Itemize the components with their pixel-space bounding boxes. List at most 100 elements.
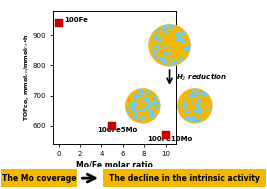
Point <box>143 97 148 100</box>
Point <box>193 92 197 95</box>
Text: 100Fe10Mo: 100Fe10Mo <box>147 136 193 143</box>
Point <box>168 53 172 56</box>
Point <box>141 92 145 95</box>
Point <box>134 97 138 100</box>
X-axis label: Mo/Fe molar ratio: Mo/Fe molar ratio <box>76 160 153 169</box>
Point <box>185 48 189 51</box>
Point <box>147 101 152 104</box>
Point <box>152 39 156 42</box>
Point <box>138 118 142 121</box>
Point <box>185 48 189 51</box>
Point <box>134 118 139 121</box>
Point <box>194 93 198 96</box>
Point <box>133 106 137 109</box>
Point <box>194 109 198 112</box>
Point <box>162 60 166 63</box>
Point <box>149 97 153 100</box>
Point <box>179 46 183 50</box>
Point <box>165 61 169 64</box>
Point <box>183 44 188 47</box>
Point <box>158 31 162 34</box>
Point <box>207 109 211 112</box>
Point <box>150 39 154 42</box>
Point <box>187 99 192 102</box>
Point <box>190 98 194 101</box>
Point <box>174 36 179 40</box>
Point <box>146 92 150 95</box>
Point <box>134 103 138 106</box>
Point <box>129 105 134 108</box>
Point <box>164 31 168 34</box>
Point <box>148 103 153 106</box>
Point <box>139 111 143 114</box>
Point <box>156 32 160 35</box>
Point <box>134 98 138 101</box>
Point <box>147 100 152 103</box>
Point <box>162 60 167 63</box>
Point <box>163 45 167 48</box>
Point <box>140 101 144 104</box>
FancyBboxPatch shape <box>0 167 267 189</box>
Point <box>134 91 138 94</box>
Point <box>135 96 139 99</box>
Point <box>158 58 162 61</box>
Point <box>197 91 201 94</box>
Point <box>173 53 177 56</box>
Point <box>167 60 172 64</box>
Point <box>57 22 61 25</box>
Point <box>195 108 199 111</box>
Point <box>132 106 136 109</box>
Point <box>182 106 187 109</box>
Point <box>191 90 195 93</box>
Point <box>201 117 205 120</box>
Point <box>154 34 158 37</box>
Point <box>170 44 174 47</box>
Point <box>196 116 200 119</box>
Point <box>140 105 144 108</box>
Point <box>198 100 202 103</box>
Point <box>154 36 158 39</box>
Point <box>192 111 196 114</box>
Point <box>133 113 137 116</box>
Point <box>110 124 114 127</box>
Point <box>150 108 154 111</box>
Point <box>207 108 211 111</box>
Point <box>158 47 162 50</box>
Point <box>159 46 163 49</box>
Point <box>173 59 177 62</box>
Point <box>184 98 188 101</box>
Point <box>197 108 201 111</box>
Point <box>128 109 132 112</box>
Point <box>150 92 154 95</box>
Point <box>178 105 182 108</box>
Point <box>198 117 202 120</box>
Point <box>131 105 135 108</box>
Point <box>190 99 195 102</box>
Point <box>163 50 167 53</box>
Point <box>154 54 158 57</box>
Point <box>195 99 200 102</box>
Point <box>134 106 138 109</box>
Point <box>147 105 151 108</box>
Point <box>153 96 157 99</box>
Point <box>168 45 172 48</box>
Point <box>191 117 195 120</box>
Point <box>187 108 192 112</box>
Point <box>181 49 185 52</box>
Point <box>195 113 200 116</box>
Circle shape <box>126 89 160 122</box>
Point <box>128 100 132 103</box>
Point <box>155 101 159 105</box>
Point <box>192 96 196 99</box>
Point <box>145 105 149 108</box>
Point <box>166 46 170 50</box>
Point <box>142 94 146 97</box>
Point <box>136 109 140 112</box>
Point <box>147 98 151 101</box>
Point <box>166 28 171 31</box>
Point <box>173 48 177 51</box>
Point <box>145 98 149 101</box>
Point <box>142 108 146 111</box>
Point <box>155 54 159 57</box>
Point <box>180 100 185 103</box>
